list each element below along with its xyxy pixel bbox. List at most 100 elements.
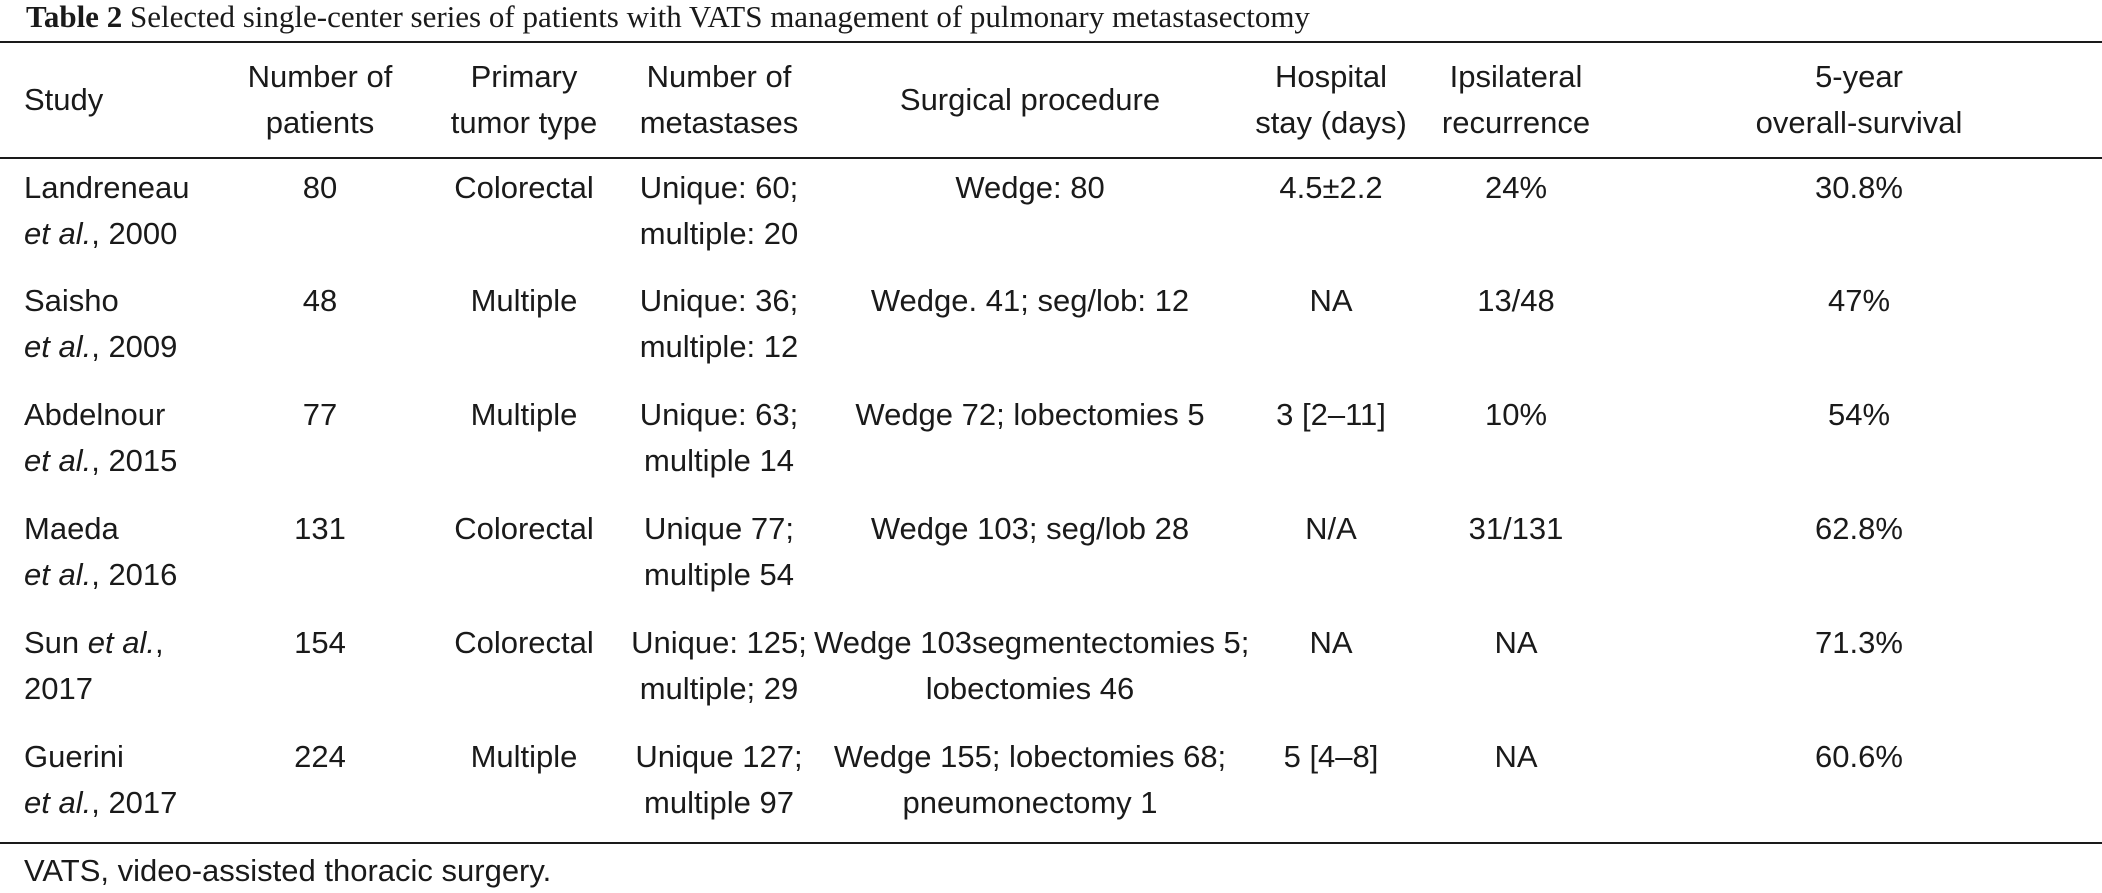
table-row: Sun et al., 2017 154 Colorectal Unique: … bbox=[0, 614, 2102, 728]
header-patients-line-2: patients bbox=[265, 105, 375, 140]
cell-recurrence: 13/48 bbox=[1477, 283, 1555, 318]
header-recurrence-line-2: recurrence bbox=[1441, 105, 1591, 140]
cell-tumor: Multiple bbox=[470, 397, 578, 432]
study-year: , 2016 bbox=[91, 557, 178, 592]
cell-survival: 30.8% bbox=[1815, 170, 1903, 205]
header-survival-line-2: overall-survival bbox=[1755, 105, 1963, 140]
cell-procedure: Wedge 103; seg/lob 28 bbox=[814, 500, 1246, 614]
study-author: Guerini bbox=[24, 739, 124, 774]
cell-patients: 131 bbox=[294, 511, 346, 546]
cell-patients: 48 bbox=[302, 283, 338, 318]
header-patients-line-1: Number of bbox=[247, 59, 393, 94]
metastases-line-1: Unique: 63; bbox=[639, 397, 799, 432]
header-metastases: Number of metastases bbox=[624, 42, 814, 158]
table-row: Abdelnour et al., 2015 77 Multiple Uniqu… bbox=[0, 386, 2102, 500]
header-study: Study bbox=[0, 42, 216, 158]
procedure-line-1: Wedge: 80 bbox=[955, 170, 1105, 205]
cell-procedure: Wedge 72; lobectomies 5 bbox=[814, 386, 1246, 500]
study-year: , 2000 bbox=[91, 216, 178, 251]
table-footnote: VATS, video-assisted thoracic surgery. bbox=[24, 853, 552, 888]
cell-procedure: Wedge: 80 bbox=[814, 158, 1246, 272]
cell-metastases: Unique 127; multiple 97 bbox=[624, 728, 814, 843]
study-citation: Sun et al., bbox=[24, 625, 164, 660]
header-stay: Hospital stay (days) bbox=[1246, 42, 1416, 158]
cell-recurrence: NA bbox=[1494, 739, 1538, 774]
cell-procedure: Wedge 103segmentectomies 5; lobectomies … bbox=[814, 614, 1250, 728]
cell-metastases: Unique: 60; multiple: 20 bbox=[624, 158, 814, 272]
study-citation: et al., 2015 bbox=[24, 438, 216, 484]
header-patients: Number of patients bbox=[216, 42, 424, 158]
cell-tumor: Multiple bbox=[470, 283, 578, 318]
study-etal: et al. bbox=[24, 216, 92, 251]
header-metastases-line-2: metastases bbox=[639, 105, 799, 140]
cell-patients: 224 bbox=[294, 739, 346, 774]
header-survival-line-1: 5-year bbox=[1815, 59, 1903, 94]
cell-survival: 47% bbox=[1827, 283, 1891, 318]
header-procedure-line: Surgical procedure bbox=[899, 82, 1161, 117]
study-year: 2017 bbox=[24, 671, 93, 706]
table-caption-label: Table 2 bbox=[26, 0, 123, 34]
cell-stay: 3 [2–11] bbox=[1276, 397, 1386, 432]
study-citation: et al., 2016 bbox=[24, 552, 216, 598]
study-etal: et al. bbox=[24, 329, 92, 364]
data-table: Study Number of patients Primary tumor t… bbox=[0, 41, 2102, 844]
metastases-line-1: Unique: 36; bbox=[639, 283, 799, 318]
procedure-line-1: Wedge 103segmentectomies 5; bbox=[814, 625, 1250, 660]
cell-stay: NA bbox=[1309, 283, 1353, 318]
cell-stay: 5 [4–8] bbox=[1283, 739, 1379, 774]
procedure-line-1: Wedge 103; seg/lob 28 bbox=[870, 511, 1190, 546]
metastases-line-2: multiple 14 bbox=[644, 443, 794, 478]
header-recurrence: Ipsilateral recurrence bbox=[1416, 42, 1616, 158]
header-stay-line-2: stay (days) bbox=[1255, 105, 1407, 140]
cell-patients: 80 bbox=[302, 170, 338, 205]
metastases-line-2: multiple 97 bbox=[644, 785, 794, 820]
cell-metastases: Unique: 63; multiple 14 bbox=[624, 386, 814, 500]
cell-tumor: Colorectal bbox=[454, 511, 594, 546]
study-etal: et al. bbox=[87, 625, 156, 660]
cell-study: Sun et al., 2017 bbox=[0, 614, 216, 728]
header-recurrence-line-1: Ipsilateral bbox=[1449, 59, 1583, 94]
cell-metastases: Unique: 36; multiple: 12 bbox=[624, 272, 814, 386]
table-row: Maeda et al., 2016 131 Colorectal Unique… bbox=[0, 500, 2102, 614]
cell-survival: 71.3% bbox=[1815, 625, 1903, 660]
cell-procedure: Wedge 155; lobectomies 68; pneumonectomy… bbox=[814, 728, 1246, 843]
cell-study: Landreneau et al., 2000 bbox=[0, 158, 216, 272]
study-citation: et al., 2009 bbox=[24, 324, 216, 370]
metastases-line-1: Unique: 60; bbox=[639, 170, 799, 205]
cell-survival: 54% bbox=[1827, 397, 1891, 432]
table-row: Landreneau et al., 2000 80 Colorectal Un… bbox=[0, 158, 2102, 272]
study-year: , 2009 bbox=[91, 329, 178, 364]
table-caption: Table 2 Selected single-center series of… bbox=[26, 0, 1310, 34]
header-row: Study Number of patients Primary tumor t… bbox=[0, 42, 2102, 158]
metastases-line-2: multiple; 29 bbox=[639, 671, 799, 706]
study-author: Sun bbox=[24, 625, 80, 660]
header-tumor: Primary tumor type bbox=[424, 42, 624, 158]
study-author: Saisho bbox=[24, 283, 119, 318]
header-metastases-line-1: Number of bbox=[646, 59, 792, 94]
study-author: Landreneau bbox=[24, 170, 190, 205]
header-study-line: Study bbox=[24, 82, 104, 117]
study-etal: et al. bbox=[24, 785, 92, 820]
table-caption-text: Selected single-center series of patient… bbox=[129, 0, 1310, 34]
study-etal: et al. bbox=[24, 443, 92, 478]
study-citation: et al., 2000 bbox=[24, 211, 216, 257]
metastases-line-1: Unique 77; bbox=[644, 511, 794, 546]
cell-recurrence: NA bbox=[1494, 625, 1538, 660]
cell-tumor: Colorectal bbox=[454, 170, 594, 205]
cell-study: Saisho et al., 2009 bbox=[0, 272, 216, 386]
cell-metastases: Unique: 125; multiple; 29 bbox=[624, 614, 814, 728]
metastases-line-1: Unique: 125; bbox=[631, 625, 807, 660]
cell-survival: 62.8% bbox=[1815, 511, 1903, 546]
procedure-line-2: pneumonectomy 1 bbox=[902, 785, 1158, 820]
study-etal: et al. bbox=[24, 557, 92, 592]
cell-tumor: Colorectal bbox=[454, 625, 594, 660]
metastases-line-1: Unique 127; bbox=[635, 739, 803, 774]
metastases-line-2: multiple: 12 bbox=[639, 329, 799, 364]
cell-survival: 60.6% bbox=[1815, 739, 1903, 774]
cell-recurrence: 24% bbox=[1484, 170, 1548, 205]
cell-tumor: Multiple bbox=[470, 739, 578, 774]
procedure-line-2: lobectomies 46 bbox=[925, 671, 1135, 706]
header-survival: 5-year overall-survival bbox=[1616, 42, 2102, 158]
header-procedure: Surgical procedure bbox=[814, 42, 1246, 158]
metastases-line-2: multiple: 20 bbox=[639, 216, 799, 251]
